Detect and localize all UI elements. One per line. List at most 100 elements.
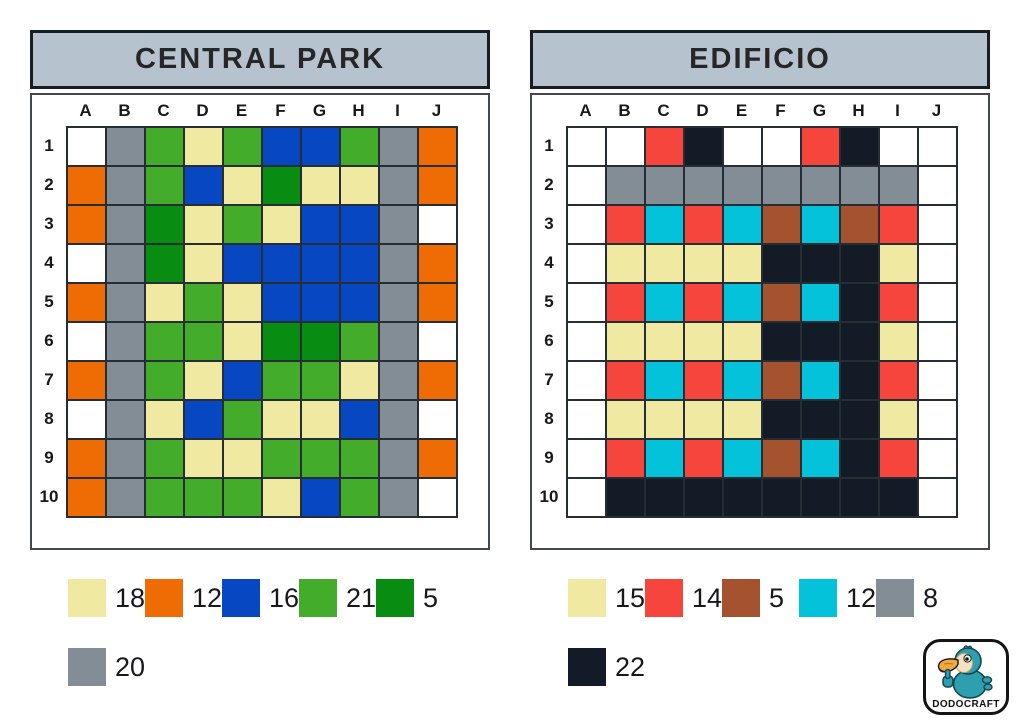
grid-cell	[568, 206, 605, 243]
row-label: 7	[544, 369, 554, 389]
column-label: I	[395, 101, 400, 120]
grid-cell	[68, 128, 105, 165]
grid-cell	[224, 401, 261, 438]
legend-swatch	[568, 579, 606, 617]
grid-cell	[263, 167, 300, 204]
grid-cell	[841, 284, 878, 321]
column-labels: A B C D E F G H I J	[66, 97, 456, 125]
grid-cell	[685, 323, 722, 360]
column-label: D	[696, 101, 709, 120]
row-label: 10	[39, 486, 59, 506]
grid-cell	[802, 362, 839, 399]
grid-cell	[380, 128, 417, 165]
grid-cell	[263, 323, 300, 360]
grid-cell	[646, 167, 683, 204]
row-labels: 1 2 3 4 5 6 7 8 9 10	[34, 126, 64, 516]
grid-cell	[380, 167, 417, 204]
column-label: D	[196, 101, 209, 120]
grid-cell	[185, 362, 222, 399]
grid-area: A B C D E F G H I J 1 2 3 4 5 6 7 8 9 10	[30, 93, 490, 550]
legend: 18 12 16 21 5 20	[68, 579, 466, 686]
legend-item: 21	[299, 579, 376, 617]
grid-cell	[607, 167, 644, 204]
legend-swatch	[568, 648, 606, 686]
legend-item: 12	[145, 579, 222, 617]
grid-cell	[607, 479, 644, 516]
column-label: C	[657, 101, 670, 120]
grid-cell	[607, 284, 644, 321]
grid-cell	[224, 206, 261, 243]
grid-cell	[841, 362, 878, 399]
column-label: A	[579, 101, 592, 120]
grid-cell	[380, 440, 417, 477]
panel-title-bar: EDIFICIO	[530, 30, 990, 89]
grid-cell	[841, 440, 878, 477]
grid-cell	[646, 323, 683, 360]
row-label: 3	[44, 213, 54, 233]
grid-cell	[646, 479, 683, 516]
grid-cell	[224, 167, 261, 204]
grid-cell	[880, 323, 917, 360]
grid-cell	[685, 401, 722, 438]
grid-cell	[568, 440, 605, 477]
grid-cell	[802, 323, 839, 360]
grid-cell	[763, 245, 800, 282]
grid-cell	[802, 401, 839, 438]
panel-title: CENTRAL PARK	[134, 43, 386, 75]
row-label: 8	[544, 408, 554, 428]
grid-cell	[263, 479, 300, 516]
grid-cell	[419, 245, 456, 282]
column-labels: A B C D E F G H I J	[566, 97, 956, 125]
grid-cell	[568, 323, 605, 360]
grid-cell	[880, 284, 917, 321]
logo-text: DODOCRAFT	[932, 699, 999, 710]
grid-cell	[263, 245, 300, 282]
dodocraft-logo: DODOCRAFT	[922, 638, 1010, 716]
grid-cell	[880, 206, 917, 243]
grid-cell	[607, 323, 644, 360]
legend-count: 12	[192, 582, 223, 613]
legend-item: 5	[376, 579, 453, 617]
legend-item: 18	[68, 579, 145, 617]
column-label: B	[118, 101, 131, 120]
grid-cell	[68, 323, 105, 360]
grid-cell	[224, 479, 261, 516]
column-label: H	[852, 101, 865, 120]
grid-cell	[568, 362, 605, 399]
grid-cell	[380, 245, 417, 282]
legend: 15 14 5 12 8 22	[568, 579, 966, 686]
legend-count: 5	[769, 582, 785, 613]
grid-cell	[646, 128, 683, 165]
grid-cell	[341, 440, 378, 477]
column-label: J	[431, 101, 442, 120]
panel-title: EDIFICIO	[689, 43, 831, 75]
grid-cell	[841, 167, 878, 204]
grid-cell	[263, 128, 300, 165]
grid-cell	[419, 206, 456, 243]
grid-cell	[919, 128, 956, 165]
grid-cell	[724, 206, 761, 243]
grid-cell	[302, 401, 339, 438]
row-label: 8	[44, 408, 54, 428]
grid-cell	[763, 362, 800, 399]
column-label: G	[312, 101, 327, 120]
legend-item: 14	[645, 579, 722, 617]
grid-cell	[146, 128, 183, 165]
column-label: I	[895, 101, 900, 120]
grid-cell	[724, 245, 761, 282]
grid-cell	[341, 167, 378, 204]
grid-cell	[341, 479, 378, 516]
grid-cell	[341, 206, 378, 243]
grid-cell	[802, 128, 839, 165]
grid-cell	[68, 440, 105, 477]
grid-cell	[607, 245, 644, 282]
grid-cell	[68, 401, 105, 438]
grid-cell	[802, 206, 839, 243]
column-label: H	[352, 101, 365, 120]
row-label: 4	[544, 252, 554, 272]
grid-cell	[224, 362, 261, 399]
legend-swatch	[876, 579, 914, 617]
grid-cell	[341, 323, 378, 360]
grid-cell	[685, 167, 722, 204]
